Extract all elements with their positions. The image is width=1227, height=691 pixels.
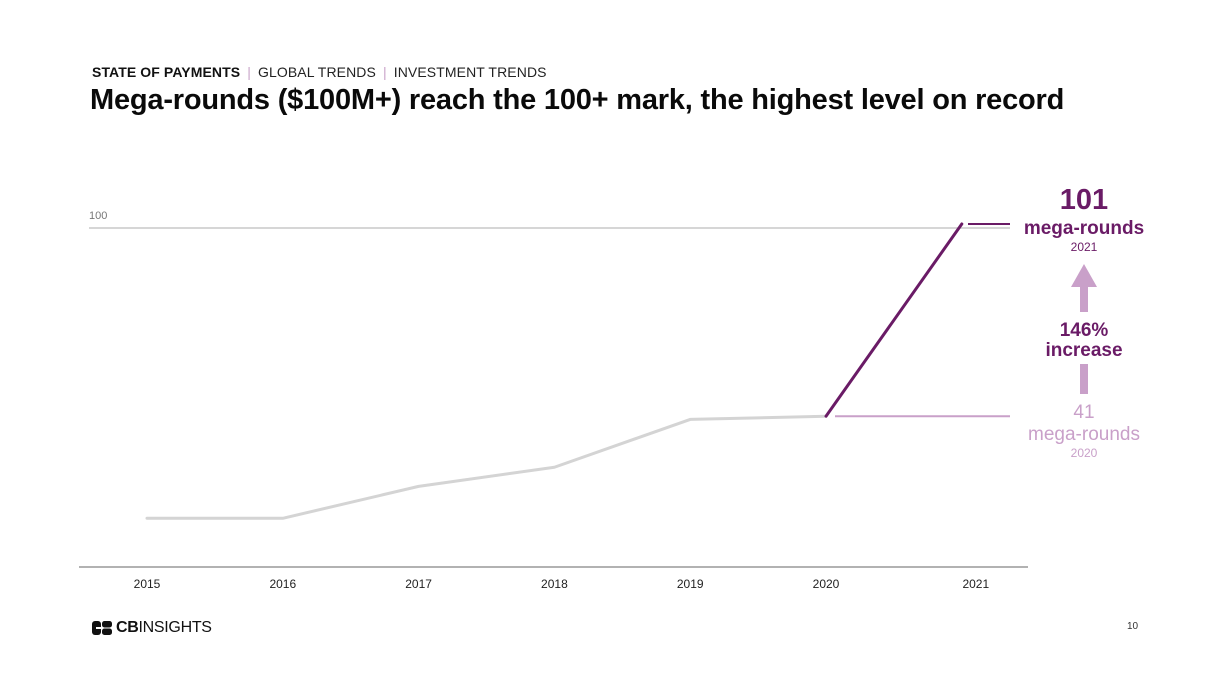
x-tick-label-2020: 2020 (813, 577, 840, 591)
data-point-2021 (961, 223, 963, 225)
breadcrumb-investment-trends: INVESTMENT TRENDS (393, 64, 547, 80)
x-tick-label-2019: 2019 (677, 577, 704, 591)
page-title: Mega-rounds ($100M+) reach the 100+ mark… (90, 84, 1065, 116)
data-point-2016 (282, 517, 284, 519)
x-tick-label-2016: 2016 (269, 577, 296, 591)
x-tick-label-2017: 2017 (405, 577, 432, 591)
logo-text-bold: CB (116, 619, 139, 636)
annotation-2020-year: 2020 (1071, 446, 1098, 460)
arrow-shaft-top (1080, 286, 1088, 312)
annotation-2020-label: mega-rounds (1028, 424, 1140, 445)
cb-logo-icon (92, 621, 112, 635)
series-line-2015-2020 (145, 414, 828, 520)
annotation-change-percent: 146% (1060, 320, 1109, 341)
x-tick-label-2015: 2015 (134, 577, 161, 591)
reference-line-label: 100 (89, 210, 107, 222)
annotation-change-label: increase (1045, 340, 1122, 361)
arrow-shaft-bottom (1080, 364, 1088, 394)
arrow-up-icon (1071, 264, 1097, 287)
annotation-2021-label: mega-rounds (1024, 218, 1144, 239)
annotation-2020-value: 41 (1073, 402, 1094, 423)
annotation-2021-value: 101 (1060, 184, 1108, 216)
x-tick-label-2018: 2018 (541, 577, 568, 591)
data-point-2015 (146, 517, 148, 519)
breadcrumb: STATE OF PAYMENTS | GLOBAL TRENDS | INVE… (92, 64, 547, 80)
breadcrumb-section: STATE OF PAYMENTS (92, 64, 241, 80)
cb-insights-logo: CBINSIGHTS (92, 619, 212, 637)
breadcrumb-global-trends: GLOBAL TRENDS (257, 64, 376, 80)
x-tick-label-2021: 2021 (962, 577, 989, 591)
series-line-2020-2021 (824, 222, 964, 418)
data-point-2019 (689, 418, 691, 420)
data-point-2017 (418, 485, 420, 487)
page-number: 10 (1127, 621, 1139, 632)
breadcrumb-separator: | (382, 64, 387, 80)
data-point-2020 (825, 415, 827, 417)
annotation-2021-year: 2021 (1071, 240, 1098, 254)
breadcrumb-separator: | (247, 64, 251, 80)
data-point-2018 (553, 466, 555, 468)
logo-text-rest: INSIGHTS (138, 619, 212, 636)
